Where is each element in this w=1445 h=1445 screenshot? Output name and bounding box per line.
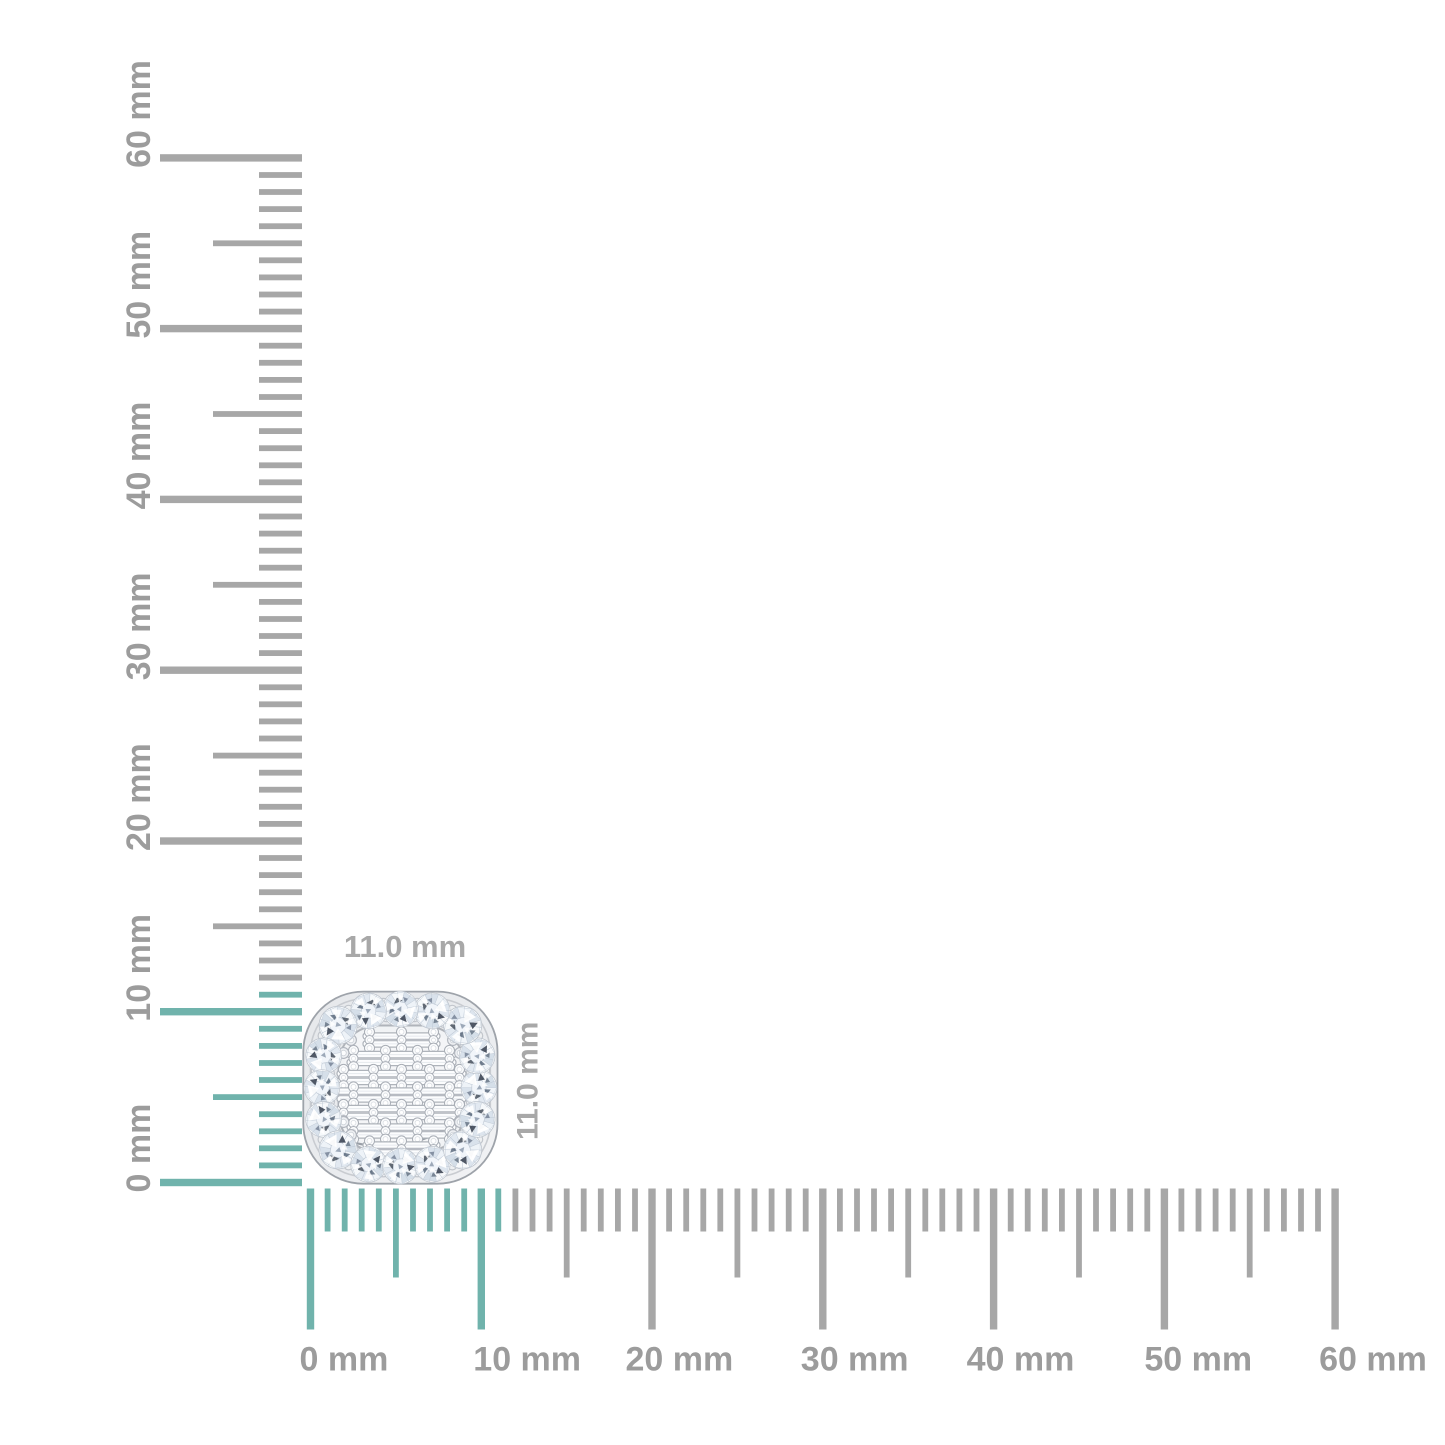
svg-text:60 mm: 60 mm — [1319, 1341, 1427, 1379]
svg-text:40 mm: 40 mm — [120, 402, 158, 510]
svg-text:0 mm: 0 mm — [120, 1104, 158, 1193]
svg-text:11.0 mm: 11.0 mm — [512, 1022, 545, 1140]
svg-text:40 mm: 40 mm — [967, 1341, 1075, 1379]
svg-text:10 mm: 10 mm — [473, 1341, 581, 1379]
svg-text:60 mm: 60 mm — [120, 60, 158, 168]
svg-text:11.0 mm: 11.0 mm — [344, 929, 466, 964]
svg-text:50 mm: 50 mm — [120, 231, 158, 339]
svg-text:10 mm: 10 mm — [120, 914, 158, 1022]
svg-text:30 mm: 30 mm — [120, 572, 158, 680]
svg-text:50 mm: 50 mm — [1144, 1341, 1252, 1379]
svg-text:30 mm: 30 mm — [801, 1341, 909, 1379]
svg-text:20 mm: 20 mm — [626, 1341, 734, 1379]
svg-text:20 mm: 20 mm — [120, 743, 158, 851]
svg-text:0 mm: 0 mm — [300, 1341, 389, 1379]
